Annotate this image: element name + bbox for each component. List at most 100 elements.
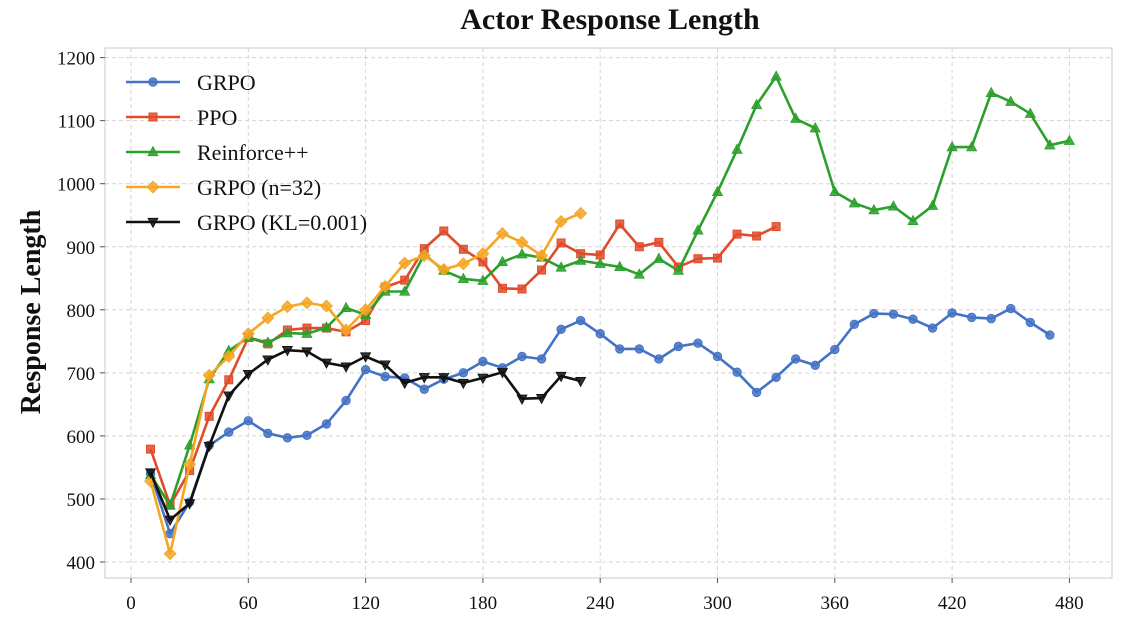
- data-point-ppo: [771, 222, 781, 232]
- data-point-grpo: [966, 312, 977, 323]
- legend-item-reinforce: Reinforce++: [126, 140, 309, 165]
- data-point-ppo: [146, 444, 156, 454]
- data-point-grpo: [869, 308, 879, 319]
- y-tick-label: 900: [67, 238, 96, 259]
- data-point-grpo-kl-0-001: [301, 347, 313, 358]
- data-point-grpo-kl-0-001: [203, 441, 215, 453]
- data-point-reinforce: [516, 248, 528, 259]
- legend-item-grpo-kl-0-001: GRPO (KL=0.001): [126, 210, 367, 235]
- data-point-grpo-kl-0-001: [320, 358, 333, 370]
- data-point-ppo: [752, 231, 762, 241]
- data-point-reinforce: [262, 336, 274, 347]
- data-point-grpo: [341, 395, 351, 406]
- x-tick-label: 480: [1055, 593, 1084, 614]
- data-point-grpo-n-32: [554, 215, 568, 229]
- data-point-ppo: [693, 254, 703, 264]
- data-point-grpo: [595, 329, 605, 339]
- legend-marker: [147, 217, 159, 229]
- data-point-grpo-kl-0-001: [164, 515, 176, 527]
- x-tick-label: 0: [126, 593, 136, 614]
- data-point-grpo: [830, 344, 840, 355]
- data-point-grpo: [791, 354, 801, 364]
- data-point-grpo: [380, 371, 390, 382]
- legend-item-grpo: GRPO: [126, 70, 256, 95]
- y-tick-label: 600: [67, 427, 96, 448]
- data-point-grpo-n-32: [417, 249, 431, 263]
- series-reinforce: [144, 70, 1076, 510]
- x-tick-label: 120: [351, 593, 380, 614]
- data-point-grpo-n-32: [476, 247, 490, 261]
- data-point-reinforce: [770, 70, 782, 81]
- y-tick-label: 400: [67, 553, 96, 574]
- legend-marker: [146, 180, 160, 194]
- axis-ticks: 0 60 120 180 240 300 360 420 480 400 500 600 700 800 9…: [57, 49, 1084, 614]
- data-point-grpo: [654, 354, 664, 364]
- data-point-reinforce: [985, 86, 997, 98]
- data-point-grpo: [947, 308, 957, 318]
- legend-label: Reinforce++: [197, 140, 309, 165]
- data-point-grpo-n-32: [222, 349, 236, 363]
- data-point-reinforce: [301, 327, 313, 338]
- data-point-grpo: [224, 427, 234, 437]
- data-point-grpo-kl-0-001: [184, 499, 196, 510]
- data-point-grpo-kl-0-001: [516, 394, 528, 405]
- data-point-grpo-n-32: [456, 257, 470, 271]
- data-point-reinforce: [848, 197, 860, 208]
- data-point-ppo: [497, 283, 507, 293]
- data-point-reinforce: [399, 285, 411, 296]
- x-tick-label: 420: [938, 593, 967, 614]
- data-point-grpo: [458, 368, 469, 378]
- data-point-grpo-kl-0-001: [477, 373, 489, 385]
- data-point-grpo: [927, 323, 938, 333]
- data-point-reinforce: [340, 301, 352, 313]
- legend-label: GRPO (n=32): [197, 175, 321, 200]
- data-point-grpo: [1025, 317, 1036, 328]
- data-point-grpo-kl-0-001: [242, 370, 254, 381]
- data-point-grpo-n-32: [378, 279, 392, 293]
- data-point-grpo-kl-0-001: [399, 378, 411, 390]
- data-point-reinforce: [926, 199, 939, 210]
- data-point-grpo: [321, 419, 332, 429]
- data-point-grpo-n-32: [261, 311, 275, 325]
- data-point-reinforce: [868, 203, 880, 215]
- data-point-ppo: [517, 284, 527, 294]
- data-point-grpo: [517, 351, 527, 362]
- data-point-reinforce: [633, 268, 645, 279]
- legend-label: GRPO: [197, 70, 256, 95]
- data-point-reinforce: [457, 272, 469, 284]
- x-tick-label: 180: [469, 593, 498, 614]
- legend-label: GRPO (KL=0.001): [197, 210, 367, 235]
- data-point-reinforce: [184, 439, 196, 450]
- x-tick-label: 360: [821, 593, 850, 614]
- data-point-grpo-kl-0-001: [555, 371, 567, 383]
- y-tick-label: 500: [67, 490, 96, 511]
- data-point-grpo-kl-0-001: [144, 468, 157, 479]
- y-tick-label: 700: [67, 364, 96, 385]
- legend-marker: [147, 145, 159, 157]
- data-point-grpo: [360, 364, 371, 375]
- data-point-reinforce: [790, 112, 802, 123]
- data-point-ppo: [615, 219, 625, 229]
- data-point-grpo-kl-0-001: [281, 346, 294, 357]
- data-point-reinforce: [946, 140, 958, 152]
- data-point-grpo-n-32: [495, 227, 509, 241]
- data-point-reinforce: [555, 261, 567, 272]
- data-point-grpo: [888, 309, 899, 319]
- y-tick-label: 1100: [58, 112, 95, 133]
- data-point-reinforce: [750, 98, 763, 109]
- data-point-ppo: [537, 265, 547, 275]
- data-point-reinforce: [1044, 138, 1056, 150]
- y-tick-label: 800: [67, 301, 96, 322]
- data-point-reinforce: [1005, 95, 1017, 106]
- data-point-grpo-kl-0-001: [223, 391, 235, 402]
- y-axis-label: Response Length: [16, 209, 47, 414]
- legend-label: PPO: [197, 105, 237, 130]
- data-point-reinforce: [653, 252, 665, 263]
- data-point-grpo-n-32: [515, 235, 529, 249]
- data-point-grpo-n-32: [319, 299, 334, 313]
- data-point-grpo-n-32: [300, 296, 314, 310]
- data-point-reinforce: [594, 257, 606, 268]
- data-point-grpo-n-32: [280, 300, 294, 314]
- x-tick-label: 60: [239, 593, 258, 614]
